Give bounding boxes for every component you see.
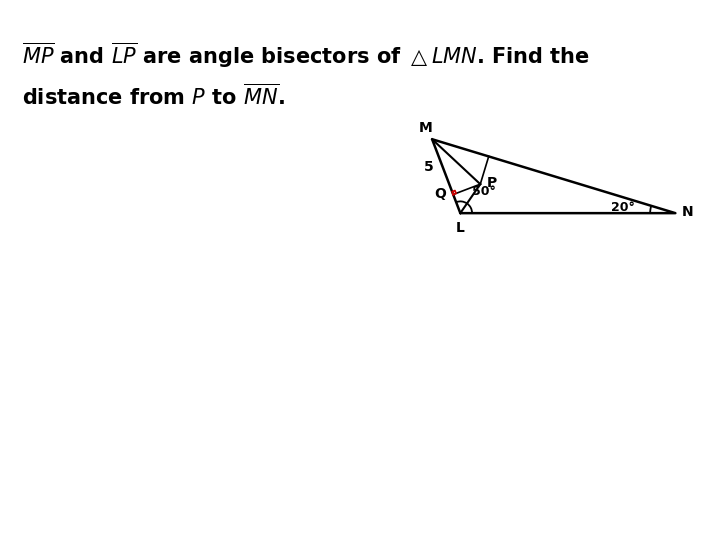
Text: distance from $P$ to $\overline{MN}$.: distance from $P$ to $\overline{MN}$. — [22, 84, 284, 109]
Text: $\overline{MP}$ and $\overline{LP}$ are angle bisectors of $\triangle LMN$. Find: $\overline{MP}$ and $\overline{LP}$ are … — [22, 40, 590, 70]
Text: P: P — [486, 177, 497, 191]
Text: N: N — [682, 206, 693, 219]
Text: 20°: 20° — [611, 201, 635, 214]
Text: 50°: 50° — [472, 185, 496, 198]
Text: 5: 5 — [423, 160, 433, 174]
Text: L: L — [456, 221, 464, 235]
Text: Q: Q — [434, 187, 446, 201]
Text: M: M — [419, 121, 433, 135]
